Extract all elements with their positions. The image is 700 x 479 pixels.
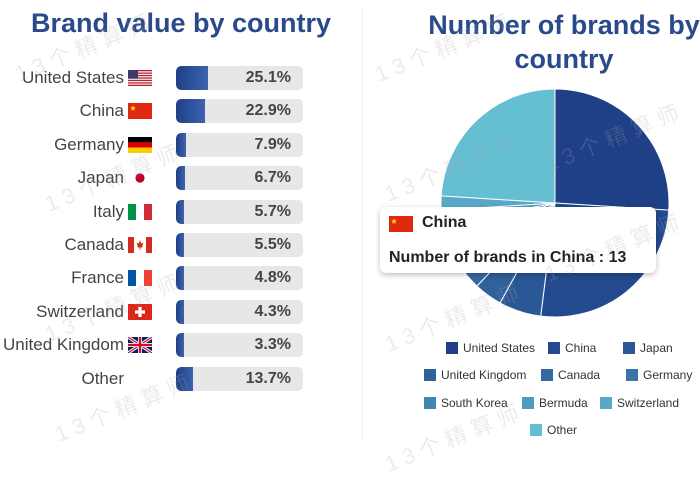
switzerland-flag-icon [128, 303, 152, 320]
data-label: 5.5% [254, 236, 291, 253]
france-flag-icon [128, 270, 152, 287]
brand-value-panel: Brand value by country United States 25.1… [0, 0, 360, 451]
country-label: Canada [64, 235, 124, 254]
brand-count-title: Number of brands by country [428, 10, 700, 74]
bar [176, 299, 184, 324]
bar-row[interactable]: Japan 6.7% [0, 166, 360, 192]
bar-track: 5.7% [176, 199, 303, 224]
legend-label: South Korea [441, 396, 508, 410]
pie-slice[interactable] [554, 88, 670, 211]
bar-track: 6.7% [176, 166, 303, 191]
bar-track: 5.5% [176, 233, 303, 257]
tooltip-value: Number of brands in China : 13 [389, 249, 627, 266]
pie-tooltip: China Number of brands in China : 13 [380, 207, 656, 273]
legend-label: China [565, 341, 597, 355]
bar [176, 66, 208, 90]
bar-row[interactable]: Other 13.7% [0, 366, 360, 393]
legend-swatch [424, 369, 436, 381]
tooltip-country: China [422, 214, 467, 231]
bar-track: 22.9% [176, 99, 303, 124]
pie-slice[interactable] [440, 88, 556, 204]
china-flag-icon [389, 216, 413, 232]
bar-row[interactable]: China 22.9% [0, 99, 360, 125]
china-flag-icon [128, 103, 152, 120]
legend-label: United Kingdom [441, 368, 527, 382]
country-label: Germany [54, 134, 124, 154]
data-label: 13.7% [245, 369, 291, 387]
legend-swatch [626, 369, 638, 381]
legend-swatch [548, 342, 560, 354]
legend-label: Bermuda [539, 396, 588, 410]
bar [176, 333, 184, 358]
brand-value-title: Brand value by country [30, 8, 332, 38]
bar-track: 3.3% [176, 333, 303, 358]
uk-flag-icon [128, 337, 152, 354]
bar-row[interactable]: United States 25.1% [0, 66, 360, 92]
legend-label: Germany [643, 368, 693, 382]
data-label: 25.1% [245, 69, 291, 86]
data-label: 7.9% [254, 135, 291, 153]
legend-swatch [446, 342, 458, 354]
bar [176, 132, 187, 157]
data-label: 22.9% [245, 102, 291, 120]
italy-flag-icon [128, 203, 152, 220]
bar-row[interactable]: Italy 5.7% [0, 199, 360, 226]
bar-row[interactable]: Canada 5.5% [0, 233, 360, 259]
bar-track: 13.7% [176, 366, 303, 391]
bar-row[interactable]: Switzerland 4.3% [0, 299, 360, 326]
japan-flag-icon [128, 170, 152, 187]
country-label: Switzerland [36, 301, 124, 321]
data-label: 6.7% [254, 169, 291, 187]
legend-swatch [623, 342, 635, 354]
data-label: 5.7% [254, 202, 291, 220]
bar-track: 4.3% [176, 299, 303, 324]
bar [176, 166, 185, 191]
data-label: 4.3% [254, 302, 291, 320]
legend-swatch [600, 397, 612, 409]
bar-track: 4.8% [176, 266, 303, 291]
bar [176, 199, 184, 224]
legend-swatch [424, 397, 436, 409]
bar-track: 7.9% [176, 132, 303, 157]
us-flag-icon [128, 70, 152, 86]
legend-label: Other [547, 423, 578, 437]
bar-row[interactable]: France 4.8% [0, 266, 360, 292]
bar [176, 266, 184, 291]
country-label: United Kingdom [3, 335, 124, 355]
germany-flag-icon [128, 136, 152, 153]
data-label: 4.8% [254, 269, 291, 287]
bar [176, 233, 184, 257]
legend-label: United States [463, 341, 536, 355]
legend-label: Switzerland [617, 396, 680, 410]
bar [176, 99, 206, 124]
country-label: Other [81, 368, 124, 388]
legend-label: Japan [640, 341, 673, 355]
legend-label: Canada [558, 368, 601, 382]
country-label: United States [21, 68, 124, 87]
country-label: Italy [92, 201, 124, 221]
country-label: France [71, 268, 124, 288]
country-label: China [79, 101, 124, 121]
bar [176, 366, 194, 391]
canada-flag-icon [128, 237, 152, 253]
panel-divider [362, 10, 363, 440]
legend-swatch [530, 424, 542, 436]
legend-swatch [541, 369, 553, 381]
brand-count-pie-chart[interactable] [440, 88, 670, 318]
legend-swatch [522, 397, 534, 409]
data-label: 3.3% [254, 336, 291, 354]
bar-track: 25.1% [176, 66, 303, 90]
country-label: Japan [77, 168, 124, 188]
bar-row[interactable]: United Kingdom 3.3% [0, 333, 360, 359]
bar-row[interactable]: Germany 7.9% [0, 132, 360, 159]
